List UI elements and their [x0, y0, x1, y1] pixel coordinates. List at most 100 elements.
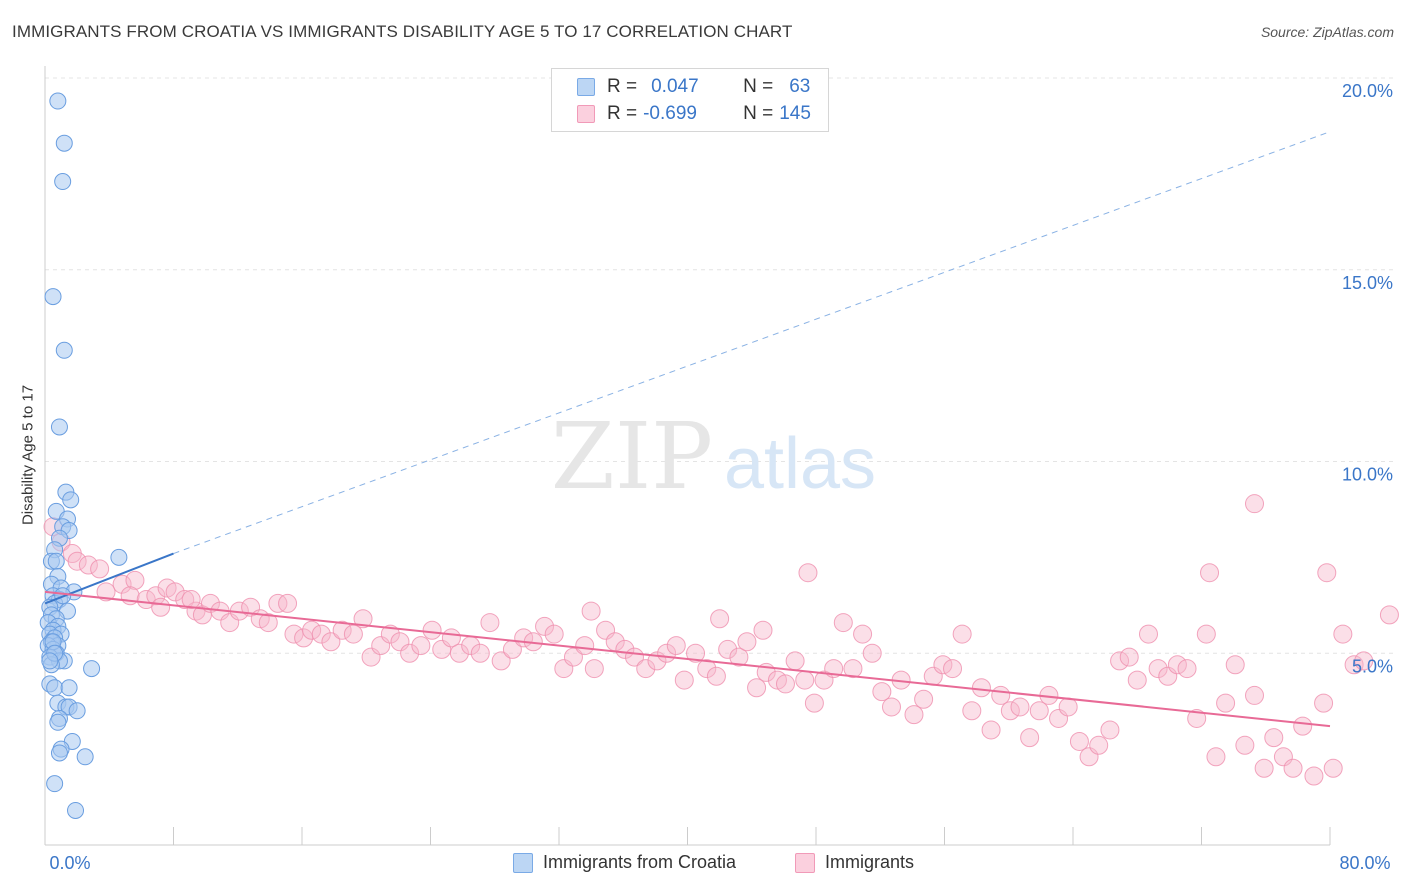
y-tick-label: 5.0%: [1352, 656, 1393, 676]
immigrants-trend-line: [44, 590, 1331, 728]
immigrants-point: [411, 636, 431, 656]
legend-r-label: R =: [607, 76, 638, 97]
immigrants-point: [1187, 708, 1207, 728]
immigrants-point: [535, 616, 555, 636]
legend-item-label: Immigrants: [825, 852, 915, 872]
immigrants-point: [343, 624, 363, 644]
immigrants-point: [302, 620, 322, 640]
immigrants-point: [1058, 697, 1078, 717]
immigrants-points: [43, 494, 1399, 786]
croatia-point: [67, 801, 85, 819]
immigrants-point: [1138, 624, 1158, 644]
immigrants-point: [747, 678, 767, 698]
immigrants-point: [1254, 758, 1274, 778]
y-tick-label: 10.0%: [1342, 465, 1393, 485]
immigrants-point: [332, 620, 352, 640]
immigrants-point: [575, 636, 595, 656]
immigrants-point: [278, 593, 298, 613]
croatia-point: [49, 713, 67, 731]
watermark-atlas: atlas: [724, 424, 876, 504]
legend-stats: R = 0.047 N = 63 R = -0.699 N = 145: [551, 68, 829, 132]
legend-n-label: N =: [743, 103, 774, 124]
immigrants-point: [78, 555, 98, 575]
immigrants-point: [718, 639, 738, 659]
immigrants-point: [729, 647, 749, 667]
immigrants-point: [544, 624, 564, 644]
immigrants-point: [1167, 655, 1187, 675]
legend-n-value: 145: [779, 103, 811, 124]
immigrants-point: [1245, 494, 1265, 514]
immigrants-point: [862, 643, 882, 663]
immigrants-point: [480, 613, 500, 633]
immigrants-point: [1379, 605, 1399, 625]
croatia-point: [49, 92, 67, 110]
immigrants-point: [449, 643, 469, 663]
legend-item-label: Immigrants from Croatia: [543, 852, 737, 872]
immigrants-point: [706, 666, 726, 686]
source-label: Source: ZipAtlas.com: [1260, 24, 1394, 40]
immigrants-point: [666, 636, 686, 656]
immigrants-point: [1200, 563, 1220, 583]
immigrants-point: [400, 643, 420, 663]
immigrants-point: [952, 624, 972, 644]
immigrants-point: [753, 620, 773, 640]
immigrants-point: [422, 620, 442, 640]
immigrants-point: [1333, 624, 1353, 644]
immigrants-point: [636, 659, 656, 679]
immigrants-point: [881, 697, 901, 717]
immigrants-point: [1293, 716, 1313, 736]
croatia-point: [50, 744, 68, 762]
immigrants-point: [962, 701, 982, 721]
immigrants-point: [981, 720, 1001, 740]
x-tick-label: 0.0%: [49, 853, 90, 873]
series-legend: Immigrants from Croatia Immigrants: [0, 852, 1406, 878]
x-tick-label: 80.0%: [1339, 853, 1390, 873]
immigrants-point: [96, 582, 116, 602]
immigrants-point: [710, 609, 730, 629]
legend-row-immigrants: R = -0.699 N = 145: [577, 103, 811, 125]
legend-swatch-blue: [513, 852, 533, 873]
immigrants-point: [146, 586, 166, 606]
legend-r-value: 0.047: [651, 76, 699, 97]
croatia-point: [110, 548, 128, 566]
immigrants-point: [258, 613, 278, 633]
croatia-point: [62, 491, 80, 509]
immigrants-point: [943, 659, 963, 679]
croatia-point: [55, 134, 73, 152]
croatia-point: [46, 775, 64, 793]
immigrants-point: [125, 570, 145, 590]
legend-row-croatia: R = 0.047 N = 63: [577, 76, 810, 98]
immigrants-point: [971, 678, 991, 698]
croatia-point: [44, 288, 62, 306]
immigrants-point: [470, 643, 490, 663]
croatia-point: [83, 660, 101, 678]
immigrants-point: [933, 655, 953, 675]
immigrants-point: [1000, 701, 1020, 721]
immigrants-point: [268, 593, 288, 613]
immigrants-point: [584, 659, 604, 679]
immigrants-point: [1010, 697, 1030, 717]
axes: [44, 66, 1331, 846]
immigrants-point: [1344, 655, 1364, 675]
immigrants-point: [853, 624, 873, 644]
croatia-point: [46, 679, 64, 697]
immigrants-point: [1020, 728, 1040, 748]
grid-lines: [45, 77, 1393, 654]
legend-r-label: R =: [607, 103, 638, 124]
immigrants-point: [737, 632, 757, 652]
immigrants-point: [1245, 685, 1265, 705]
immigrants-point: [686, 643, 706, 663]
immigrants-point: [1196, 624, 1216, 644]
immigrants-point: [151, 597, 171, 617]
legend-swatch-pink: [577, 105, 595, 123]
immigrants-point: [1314, 693, 1334, 713]
legend-item-croatia: Immigrants from Croatia: [513, 852, 736, 873]
immigrants-point: [90, 559, 110, 579]
legend-item-immigrants: Immigrants: [795, 852, 914, 873]
immigrants-point: [843, 659, 863, 679]
immigrants-point: [311, 624, 331, 644]
immigrants-point: [1317, 563, 1337, 583]
legend-swatch-pink: [795, 852, 815, 873]
immigrants-point: [1177, 659, 1197, 679]
